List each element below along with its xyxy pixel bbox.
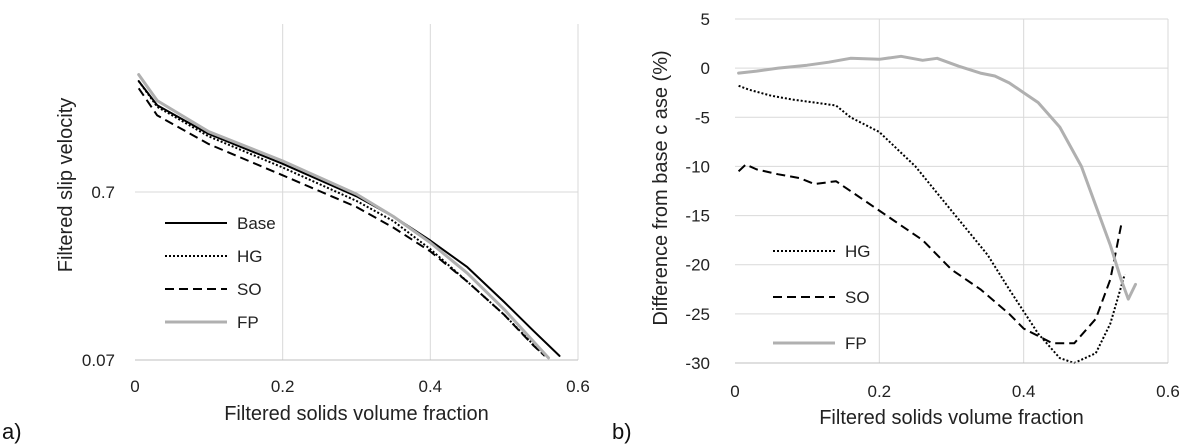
panel-b-chart: 0 0.2 0.4 0.6 -30 -25 -20 -15 -10 -5 0 5 Filtered … (612, 10, 1180, 444)
panel-a-legend: Base HG SO FP (165, 214, 276, 332)
panel-b-y-tick-15: -15 (685, 207, 710, 226)
panel-b-label: b) (612, 419, 632, 444)
panel-a-x-axis-title: Filtered solids volume fraction (224, 403, 489, 425)
panel-b-x-tick-0-2: 0.2 (868, 382, 892, 401)
panel-b-y-tick-20: -20 (685, 256, 710, 275)
panel-a-gridlines (135, 24, 579, 360)
panel-b-y-tick-5: -5 (695, 108, 710, 127)
panel-a-series-fp (137, 73, 550, 360)
panel-b-x-tick-labels: 0 0.2 0.4 0.6 (730, 382, 1180, 401)
panel-a-x-tick-0: 0 (130, 377, 139, 396)
panel-a-label: a) (2, 419, 22, 444)
panel-a-series-so (137, 87, 546, 357)
panel-b-x-tick-0-6: 0.6 (1156, 382, 1180, 401)
panel-b-y-tick-30: -30 (685, 354, 710, 373)
panel-a-y-axis-title: Filtered slip velocity (55, 98, 77, 273)
panel-b-gridlines (735, 18, 1169, 364)
panel-a-legend-label-base: Base (237, 214, 276, 233)
panel-b-y-tick-25: -25 (685, 305, 710, 324)
panel-b-legend-label-hg: HG (845, 242, 871, 261)
panel-b-series-so (737, 163, 1123, 345)
panel-b-y-tick-5: 5 (701, 10, 710, 29)
panel-a-x-tick-0-4: 0.4 (419, 377, 443, 396)
panel-a-series-lines (137, 73, 561, 360)
panel-b-series-fp (737, 54, 1137, 301)
panel-a-series-hg (137, 80, 546, 357)
panel-b-x-tick-0-4: 0.4 (1012, 382, 1036, 401)
panel-a-legend-label-hg: HG (237, 247, 263, 266)
panel-b-y-tick-labels: -30 -25 -20 -15 -10 -5 0 5 (685, 10, 710, 373)
panel-a-series-base (137, 80, 561, 357)
panel-b-x-tick-0: 0 (730, 382, 739, 401)
panel-b-series-hg (738, 84, 1126, 364)
panel-a-x-tick-0-2: 0.2 (271, 377, 295, 396)
panel-a-legend-label-so: SO (237, 280, 262, 299)
panel-a-y-tick-labels: 0.07 0.7 (82, 183, 115, 370)
panel-b-legend: HG SO FP (773, 242, 871, 353)
panel-a-y-tick-0-7: 0.7 (91, 183, 115, 202)
panel-a-legend-label-fp: FP (237, 313, 259, 332)
panel-a-y-tick-0-07: 0.07 (82, 351, 115, 370)
panel-b-legend-label-fp: FP (845, 334, 867, 353)
panel-a-chart: 0 0.2 0.4 0.6 0.07 0.7 Filtered solids volum… (2, 24, 590, 444)
panel-b-legend-label-so: SO (845, 288, 870, 307)
panel-a-x-tick-0-6: 0.6 (566, 377, 590, 396)
panel-b-series-lines (737, 54, 1137, 364)
panel-b-y-tick-10: -10 (685, 157, 710, 176)
panel-b-x-axis-title: Filtered solids volume fraction (819, 407, 1084, 429)
panel-a-x-tick-labels: 0 0.2 0.4 0.6 (130, 377, 590, 396)
panel-b-y-axis-title: Difference from base c ase (%) (650, 50, 672, 325)
panel-b-y-tick-0: 0 (701, 59, 710, 78)
